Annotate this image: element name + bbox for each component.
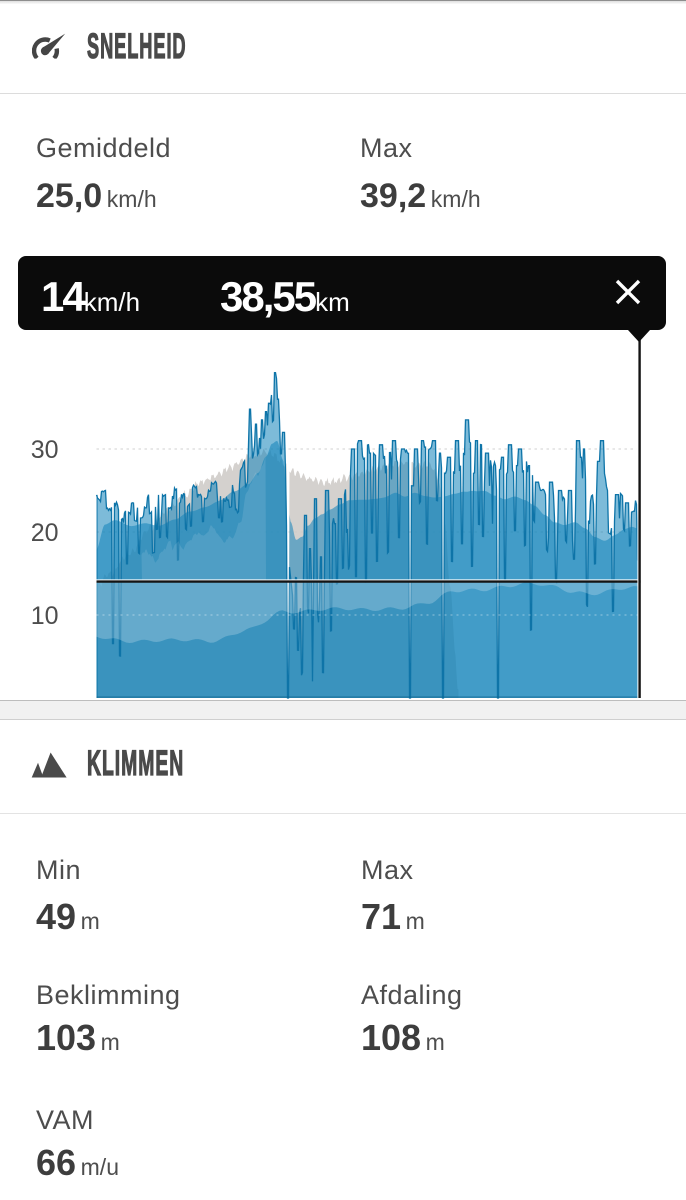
svg-text:20: 20 (31, 519, 59, 547)
svg-text:10: 10 (31, 602, 59, 630)
svg-text:30: 30 (31, 436, 59, 464)
